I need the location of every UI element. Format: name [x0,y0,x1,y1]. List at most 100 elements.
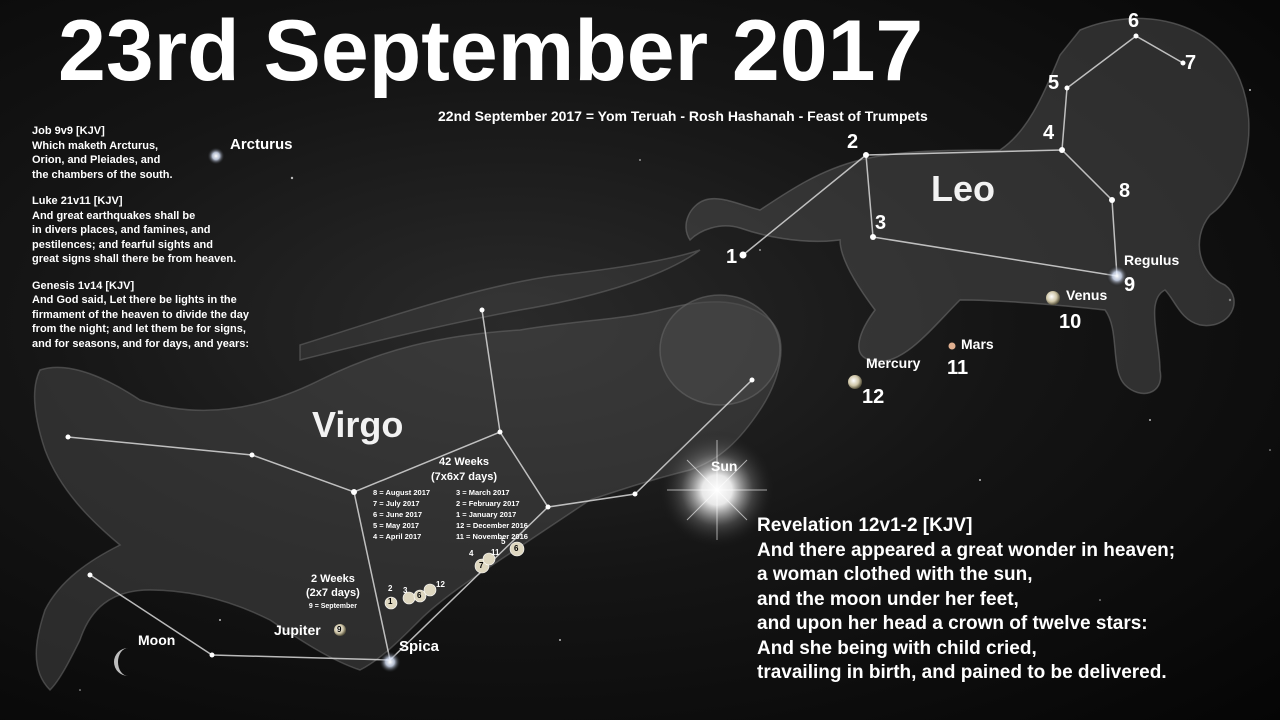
verse-line: and upon her head a crown of twelve star… [757,613,1148,634]
month-entry: 4 = April 2017 [373,532,422,541]
leo-figure [685,17,1250,395]
crown-number: 9 [1124,274,1136,296]
mars-planet [948,342,956,350]
crown-number: 1 [726,246,738,268]
verse-line: And there appeared a great wonder in hea… [757,539,1176,561]
verse-line: And God said, Let there be lights in the [32,294,237,306]
weeks-42-line: 42 Weeks [439,456,489,468]
crown-number: 4 [1043,122,1055,144]
sun-label: Sun [711,458,738,474]
month-entry: 12 = December 2016 [456,521,528,530]
leo-label: Leo [931,168,996,209]
venus-label: Venus [1066,287,1108,303]
weeks-2-line: 9 = September [308,603,357,610]
moon-label: Moon [138,632,176,648]
verse-line: a woman clothed with the sun, [757,564,1033,585]
verse-luke: Luke 21v11 [KJV] And great earthquakes s… [32,194,249,267]
path-marker-label: 2 [388,584,393,593]
verse-line: pestilences; and fearful sights and [32,238,213,251]
path-marker-label: 11 [491,548,500,557]
crown-number: 6 [1128,10,1140,32]
mercury-label: Mercury [866,355,921,371]
verse-list: Job 9v9 [KJV] Which maketh Arcturus, Ori… [32,124,249,363]
path-marker-label: 7 [479,561,484,570]
revelation-verse: Revelation 12v1-2 [KJV] And there appear… [757,514,1175,686]
path-marker-label: 1 [388,597,393,606]
verse-line: from the night; and let them be for sign… [32,323,246,335]
crown-number: 7 [1185,52,1197,74]
path-marker-label: 3 [403,586,408,595]
mercury-planet [848,375,862,389]
crown-number: 8 [1119,180,1131,202]
months-row: 6 = June 2017 1 = January 2017 [373,509,528,520]
month-entry: 6 = June 2017 [373,510,422,519]
verse-genesis: Genesis 1v14 [KJV] And God said, Let the… [32,279,249,352]
verse-line: the chambers of the south. [32,168,173,181]
path-marker-label: 6 [514,544,519,553]
moon-crescent [114,648,128,676]
path-marker-label: 12 [436,580,445,589]
verse-line: and for seasons, and for days, and years… [32,337,250,350]
jupiter-planet [334,624,346,636]
verse-ref: Luke 21v11 [KJV] [32,195,123,207]
weeks-2-line: 2 Weeks [310,573,355,585]
months-row: 7 = July 2017 2 = February 2017 [373,498,528,509]
weeks-2-line: (2x7 days) [306,587,360,599]
spica-star [379,651,401,673]
weeks-42-note: 42 Weeks (7x6x7 days) [431,455,497,485]
months-row: 5 = May 2017 12 = December 2016 [373,520,528,531]
jupiter-label: Jupiter [274,622,321,638]
verse-line: in divers places, and famines, and [32,224,211,236]
month-entry: 3 = March 2017 [456,488,510,497]
spica-label: Spica [399,638,440,655]
crown-number: 10 [1059,311,1082,333]
crown-number: 3 [875,212,887,234]
sun-rays [667,440,767,540]
crown-number: 2 [847,131,859,153]
verse-job: Job 9v9 [KJV] Which maketh Arcturus, Ori… [32,124,249,182]
verse-line: And great earthquakes shall be [32,209,196,222]
regulus-label: Regulus [1124,252,1180,268]
verse-line: great signs shall there be from heaven. [32,253,237,265]
verse-line: and the moon under her feet, [757,588,1019,610]
virgo-figure [33,249,782,692]
virgo-label: Virgo [312,404,404,445]
month-entry: 5 = May 2017 [373,521,420,530]
month-entry: 7 = July 2017 [373,499,420,508]
page-subtitle: 22nd September 2017 = Yom Teruah - Rosh … [438,108,928,124]
path-marker-label: 6 [417,591,422,600]
verse-ref: Job 9v9 [KJV] [32,125,105,137]
venus-planet [1046,291,1060,305]
weeks-2-note: 2 Weeks (2x7 days) 9 = September [306,572,360,614]
crown-number: 12 [862,386,885,408]
month-entry: 1 = January 2017 [456,510,517,519]
arcturus-star [207,147,225,165]
crown-number: 5 [1048,72,1060,94]
verse-line: Orion, and Pleiades, and [32,154,161,166]
weeks-42-line: (7x6x7 days) [431,471,498,483]
leo-stars [739,33,1186,259]
months-row: 4 = April 2017 11 = November 2016 [373,531,528,542]
regulus-star [1106,265,1128,287]
crown-number: 11 [947,357,969,379]
jupiter-path-markers [384,541,525,610]
verse-ref: Revelation 12v1-2 [KJV] [757,515,973,536]
page-title: 23rd September 2017 [58,3,924,99]
mars-label: Mars [961,336,994,352]
path-marker-label: 5 [501,537,506,546]
jupiter-marker-label: 9 [337,625,342,634]
path-marker-label: 4 [469,549,474,558]
verse-line: travailing in birth, and pained to be de… [757,662,1167,683]
verse-line: firmament of the heaven to divide the da… [32,308,249,321]
arcturus-label: Arcturus [230,136,293,153]
month-entry: 11 = November 2016 [456,532,528,541]
virgo-stars [65,307,755,658]
months-row: 8 = August 2017 3 = March 2017 [373,487,528,498]
verse-ref: Genesis 1v14 [KJV] [32,279,135,292]
month-entry: 8 = August 2017 [373,488,431,497]
month-entry: 2 = February 2017 [456,499,520,508]
verse-line: And she being with child cried, [757,637,1037,659]
verse-line: Which maketh Arcturus, [32,139,159,152]
